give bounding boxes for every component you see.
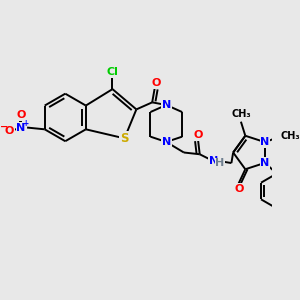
Text: N: N — [162, 100, 171, 110]
Text: N: N — [209, 156, 218, 166]
Text: O: O — [151, 78, 160, 88]
Text: N: N — [260, 158, 270, 168]
Text: O: O — [5, 126, 14, 136]
Text: +: + — [22, 119, 28, 128]
Text: O: O — [16, 110, 26, 120]
Text: CH₃: CH₃ — [231, 109, 251, 119]
Text: CH₃: CH₃ — [281, 131, 300, 141]
Text: Cl: Cl — [106, 68, 119, 77]
Text: O: O — [235, 184, 244, 194]
Text: N: N — [162, 137, 171, 147]
Text: −: − — [0, 122, 8, 132]
Text: N: N — [260, 137, 270, 147]
Text: N: N — [16, 123, 26, 133]
Text: S: S — [120, 132, 129, 145]
Text: O: O — [193, 130, 203, 140]
Text: H: H — [215, 158, 225, 168]
